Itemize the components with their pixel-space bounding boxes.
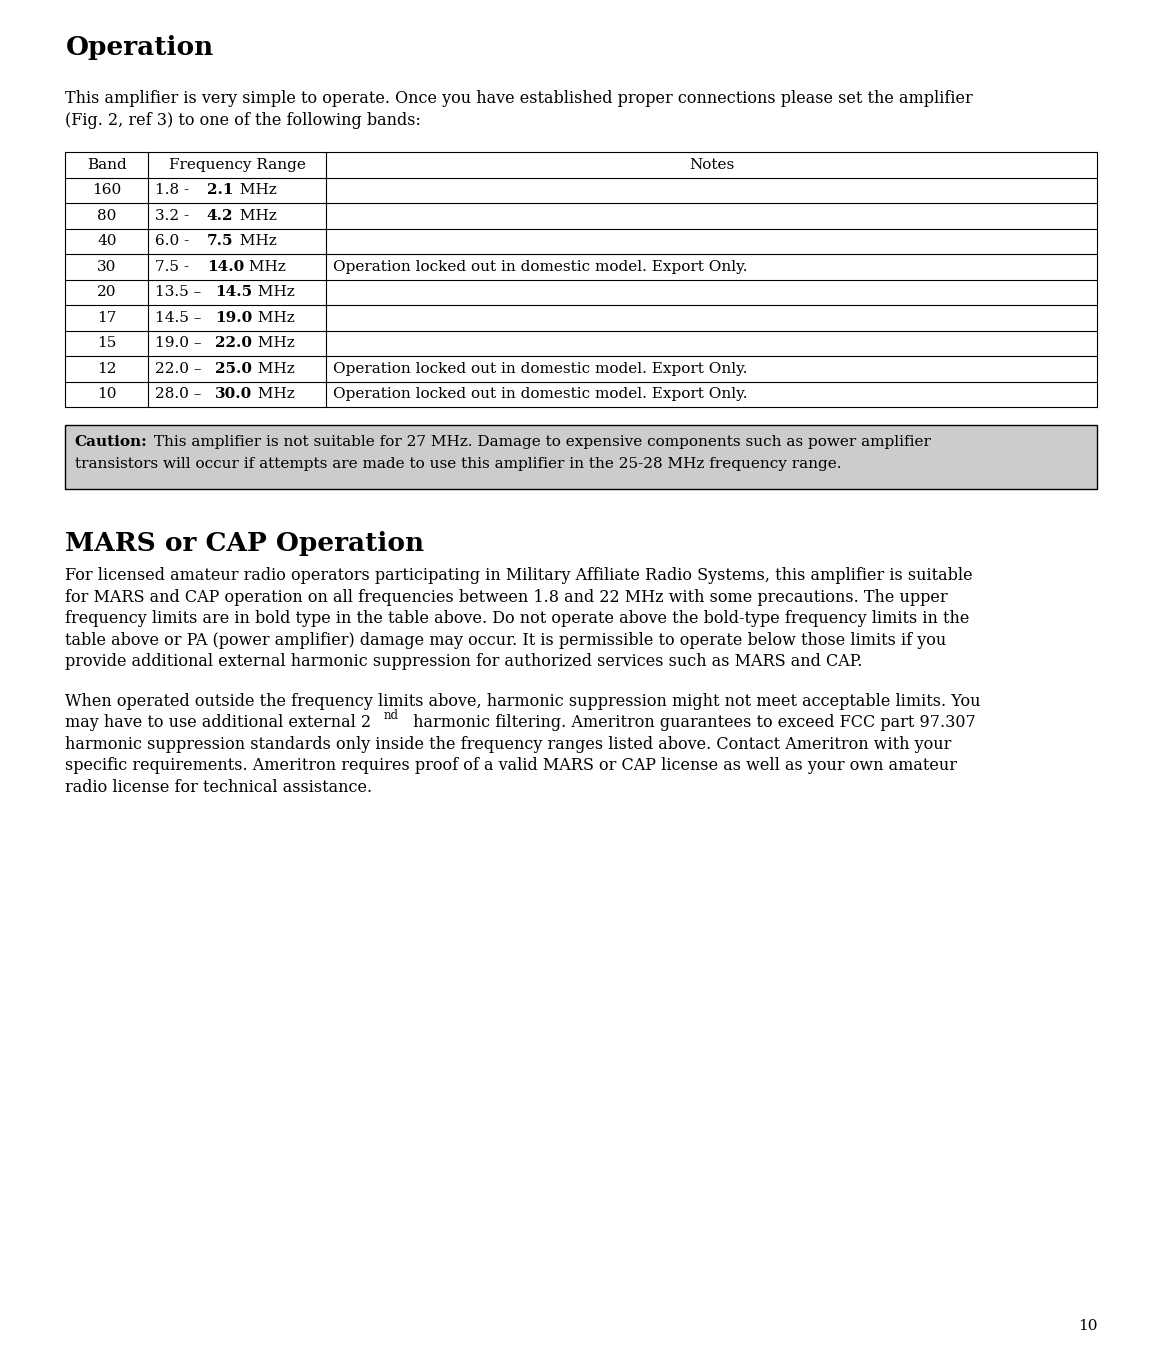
Text: 7.5: 7.5 <box>207 234 233 249</box>
Text: radio license for technical assistance.: radio license for technical assistance. <box>65 778 372 796</box>
Text: table above or PA (power amplifier) damage may occur. It is permissible to opera: table above or PA (power amplifier) dama… <box>65 631 947 649</box>
Text: 17: 17 <box>98 311 116 325</box>
Text: specific requirements. Ameritron requires proof of a valid MARS or CAP license a: specific requirements. Ameritron require… <box>65 756 957 774</box>
Text: nd: nd <box>384 709 399 722</box>
Text: for MARS and CAP operation on all frequencies between 1.8 and 22 MHz with some p: for MARS and CAP operation on all freque… <box>65 588 948 606</box>
Text: Operation locked out in domestic model. Export Only.: Operation locked out in domestic model. … <box>333 259 748 274</box>
Text: This amplifier is not suitable for 27 MHz. Damage to expensive components such a: This amplifier is not suitable for 27 MH… <box>149 435 931 449</box>
Text: 13.5 –: 13.5 – <box>155 285 206 299</box>
Text: 14.5 –: 14.5 – <box>155 311 207 325</box>
Text: 22.0: 22.0 <box>215 337 253 350</box>
Text: harmonic suppression standards only inside the frequency ranges listed above. Co: harmonic suppression standards only insi… <box>65 736 951 752</box>
Text: 80: 80 <box>98 209 116 223</box>
Text: Frequency Range: Frequency Range <box>169 158 306 171</box>
Text: MHz: MHz <box>253 311 294 325</box>
Text: Operation: Operation <box>65 35 214 60</box>
Text: MHz: MHz <box>253 387 294 401</box>
Text: may have to use additional external 2: may have to use additional external 2 <box>65 714 371 731</box>
Text: 15: 15 <box>98 337 116 350</box>
Text: 22.0 –: 22.0 – <box>155 361 207 376</box>
Text: For licensed amateur radio operators participating in Military Affiliate Radio S: For licensed amateur radio operators par… <box>65 568 973 584</box>
Text: 4.2: 4.2 <box>207 209 233 223</box>
Text: MHz: MHz <box>234 209 277 223</box>
Text: 1.8 -: 1.8 - <box>155 183 194 197</box>
Text: frequency limits are in bold type in the table above. Do not operate above the b: frequency limits are in bold type in the… <box>65 610 970 627</box>
Text: 19.0: 19.0 <box>215 311 253 325</box>
Text: 12: 12 <box>98 361 116 376</box>
Text: 28.0 –: 28.0 – <box>155 387 207 401</box>
Text: Notes: Notes <box>689 158 734 171</box>
Text: 3.2 -: 3.2 - <box>155 209 194 223</box>
Text: harmonic filtering. Ameritron guarantees to exceed FCC part 97.307: harmonic filtering. Ameritron guarantees… <box>408 714 976 731</box>
Text: MHz: MHz <box>253 337 294 350</box>
Text: provide additional external harmonic suppression for authorized services such as: provide additional external harmonic sup… <box>65 653 863 669</box>
Text: 160: 160 <box>92 183 122 197</box>
Text: Operation locked out in domestic model. Export Only.: Operation locked out in domestic model. … <box>333 387 748 401</box>
Text: MHz: MHz <box>234 234 277 249</box>
Text: When operated outside the frequency limits above, harmonic suppression might not: When operated outside the frequency limi… <box>65 693 981 709</box>
Text: 10: 10 <box>1078 1319 1097 1334</box>
Text: MARS or CAP Operation: MARS or CAP Operation <box>65 531 425 555</box>
Text: 25.0: 25.0 <box>215 361 253 376</box>
Text: (Fig. 2, ref 3) to one of the following bands:: (Fig. 2, ref 3) to one of the following … <box>65 111 422 129</box>
Text: transistors will occur if attempts are made to use this amplifier in the 25-28 M: transistors will occur if attempts are m… <box>75 458 841 471</box>
Text: MHz: MHz <box>253 361 294 376</box>
Text: 30: 30 <box>98 259 116 274</box>
Text: MHz: MHz <box>244 259 286 274</box>
Text: 6.0 -: 6.0 - <box>155 234 194 249</box>
Text: 14.5: 14.5 <box>215 285 253 299</box>
Text: 30.0: 30.0 <box>215 387 253 401</box>
Text: 20: 20 <box>98 285 116 299</box>
Text: 2.1: 2.1 <box>207 183 233 197</box>
Text: Caution:: Caution: <box>75 435 147 449</box>
Text: 40: 40 <box>98 234 116 249</box>
Text: 14.0: 14.0 <box>207 259 244 274</box>
Text: Operation locked out in domestic model. Export Only.: Operation locked out in domestic model. … <box>333 361 748 376</box>
Text: Band: Band <box>87 158 126 171</box>
Text: 10: 10 <box>98 387 116 401</box>
Text: MHz: MHz <box>234 183 277 197</box>
Text: This amplifier is very simple to operate. Once you have established proper conne: This amplifier is very simple to operate… <box>65 90 973 107</box>
Text: 19.0 –: 19.0 – <box>155 337 207 350</box>
Text: MHz: MHz <box>253 285 294 299</box>
FancyBboxPatch shape <box>65 425 1097 489</box>
Text: 7.5 -: 7.5 - <box>155 259 194 274</box>
